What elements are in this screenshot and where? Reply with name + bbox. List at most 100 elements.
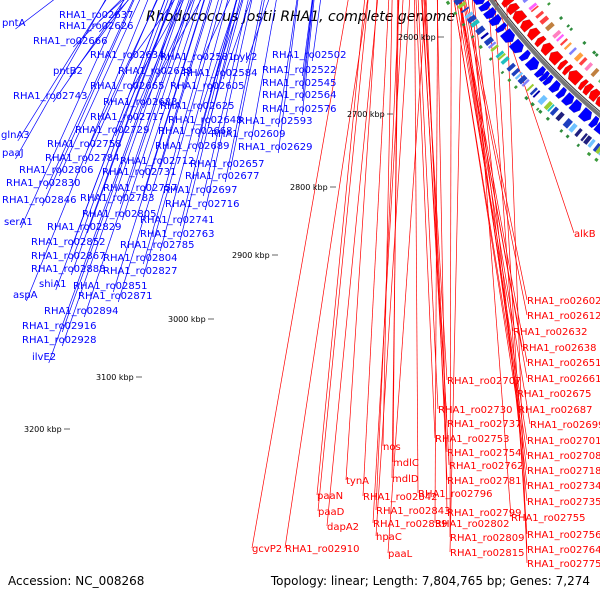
category-block-outer xyxy=(521,78,530,87)
category-block-inner xyxy=(556,33,565,42)
inner-mark xyxy=(582,40,587,45)
reverse-leader-line xyxy=(473,0,528,502)
reverse-gene-arrow xyxy=(501,0,515,8)
forward-leader-line xyxy=(142,0,223,278)
forward-leader-line xyxy=(70,0,169,263)
forward-gene-label: shiA1 xyxy=(39,279,67,290)
reverse-leader-line xyxy=(453,0,519,410)
forward-gene-label: pntA xyxy=(2,18,26,29)
forward-leader-line xyxy=(117,0,211,303)
forward-leader-line xyxy=(52,0,125,103)
forward-gene-label: RHA1_ro02502 xyxy=(272,50,347,61)
forward-leader-line xyxy=(119,0,190,205)
outer-mark xyxy=(538,109,543,114)
reverse-gene-label: paaD xyxy=(318,507,345,518)
category-block-inner xyxy=(535,10,545,19)
forward-gene-arrow xyxy=(547,79,561,93)
forward-gene-label: paaJ xyxy=(2,148,24,159)
forward-gene-arrow xyxy=(568,98,583,113)
reverse-gene-label: RHA1_ro02781 xyxy=(447,476,522,487)
forward-gene-arrow xyxy=(494,22,508,34)
reverse-gene-label: mdlC xyxy=(393,458,419,469)
forward-leader-line xyxy=(250,0,277,141)
forward-gene-label: RHA1_ro02729 xyxy=(75,125,150,136)
reverse-gene-arrow xyxy=(588,88,600,103)
scale-tick-label: 2800 kbp xyxy=(290,183,328,192)
reverse-leader-line xyxy=(463,0,528,316)
scale-tick-label: 2900 kbp xyxy=(232,251,270,260)
forward-leader-line xyxy=(199,0,230,64)
category-block-outer xyxy=(555,111,565,122)
reverse-leader-line xyxy=(423,0,448,381)
reverse-gene-label: RHA1_ro02815 xyxy=(450,548,525,559)
reverse-leader-line xyxy=(317,0,369,512)
category-block-outer xyxy=(529,87,538,96)
reverse-leader-line xyxy=(316,0,365,496)
forward-leader-line xyxy=(179,0,241,241)
reverse-gene-label: RHA1_ro02764 xyxy=(527,545,600,556)
forward-leader-line xyxy=(301,0,314,102)
category-block-outer xyxy=(562,118,573,129)
reverse-leader-line xyxy=(417,0,439,410)
reverse-gene-arrow xyxy=(519,19,534,33)
forward-leader-line xyxy=(157,0,202,78)
outer-mark xyxy=(545,116,550,121)
outer-mark xyxy=(565,134,570,139)
reverse-gene-label: mdlD xyxy=(392,474,419,485)
reverse-leader-line xyxy=(326,0,378,527)
reverse-gene-label: RHA1_ro02910 xyxy=(285,544,360,555)
reverse-gene-arrow xyxy=(534,35,547,48)
forward-gene-arrow xyxy=(593,121,600,135)
forward-gene-label: RHA1_ro02888 xyxy=(31,264,106,275)
forward-gene-label: RHA1_ro02576 xyxy=(262,104,337,115)
category-block-outer xyxy=(583,135,593,145)
category-block-outer xyxy=(532,90,541,98)
reverse-leader-line xyxy=(387,0,427,554)
forward-leader-line xyxy=(86,0,173,234)
forward-leader-line xyxy=(84,0,158,165)
category-block-outer xyxy=(490,44,499,53)
category-block-outer xyxy=(457,1,467,10)
reverse-gene-arrow xyxy=(567,70,584,86)
reverse-gene-label: paaL xyxy=(388,549,413,560)
forward-gene-label: RHA1_ro02668 xyxy=(158,126,233,137)
forward-leader-line xyxy=(301,0,313,90)
reverse-gene-label: RHA1_ro02675 xyxy=(517,389,592,400)
forward-leader-line xyxy=(129,0,183,93)
forward-leader-line xyxy=(83,0,192,318)
category-block-outer xyxy=(592,142,600,152)
forward-gene-arrow xyxy=(538,70,550,82)
reverse-leader-line xyxy=(284,0,368,549)
inner-mark xyxy=(559,16,564,21)
reverse-leader-line xyxy=(251,0,349,549)
category-block-inner xyxy=(573,52,584,62)
reverse-gene-label: RHA1_ro02756 xyxy=(527,530,600,541)
reverse-gene-label: RHA1_ro02842 xyxy=(363,492,438,503)
outer-mark xyxy=(535,107,540,111)
inner-mark xyxy=(592,50,597,55)
category-block-outer xyxy=(543,100,553,111)
forward-gene-label: RHA1_ro02648 xyxy=(168,115,243,126)
category-block-inner xyxy=(559,38,569,46)
reverse-gene-label: RHA1_ro02839 xyxy=(373,519,448,530)
forward-gene-label: RHA1_ro02609 xyxy=(211,129,286,140)
forward-gene-label: RHA1_ro02657 xyxy=(190,159,265,170)
forward-leader-line xyxy=(58,0,141,177)
outer-mark xyxy=(513,85,518,90)
reverse-leader-line xyxy=(472,0,512,518)
reverse-leader-line xyxy=(449,0,463,553)
forward-gene-label: RHA1_ro02867 xyxy=(31,251,106,262)
forward-gene-label: pntB2 xyxy=(53,66,83,77)
category-block-outer xyxy=(500,56,510,65)
outer-mark xyxy=(594,157,599,162)
reverse-leader-line xyxy=(434,0,438,524)
forward-gene-arrow xyxy=(478,0,492,12)
outer-mark xyxy=(586,151,592,157)
reverse-leader-line xyxy=(372,0,404,524)
forward-gene-label: RHA1_ro02894 xyxy=(44,306,119,317)
reverse-leader-line xyxy=(425,0,448,481)
reverse-gene-label: RHA1_ro02755 xyxy=(511,513,586,524)
reverse-leader-line xyxy=(449,0,452,538)
category-block-inner xyxy=(590,67,600,78)
forward-leader-line xyxy=(301,0,313,77)
